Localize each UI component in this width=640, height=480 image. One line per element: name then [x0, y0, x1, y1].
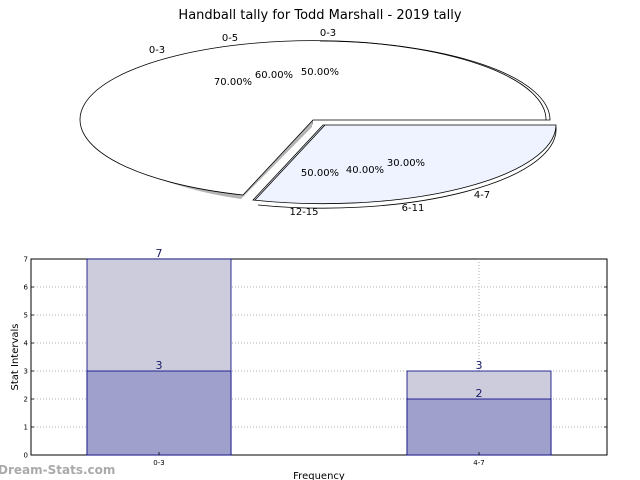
- pie-percent-label: 30.00%: [387, 158, 425, 169]
- bar-0-3-series-1: [86, 370, 232, 456]
- y-axis-label: Stat Intervals: [10, 323, 21, 390]
- y-tick-label: 2: [24, 396, 28, 404]
- pie-percent-label: 50.00%: [301, 168, 339, 179]
- x-axis-label: Frequency: [293, 471, 345, 480]
- pie-percent-label: 70.00%: [214, 77, 252, 88]
- y-tick-label: 5: [24, 312, 28, 320]
- pie-outer-label: 0-5: [222, 33, 238, 44]
- pie-percent-label: 40.00%: [346, 165, 384, 176]
- bar-marks: 7 3 3 2: [86, 247, 552, 456]
- y-ticks: 0 1 2 3 4 5 6 7: [24, 256, 607, 460]
- pie-slice-0-3-rim: [319, 40, 551, 121]
- pie-outer-label: 0-3: [320, 28, 336, 39]
- bar-value-label: 3: [476, 359, 483, 372]
- x-ticks: 0-3 4-7: [153, 452, 485, 467]
- pie-outer-label: 12-15: [289, 207, 318, 218]
- chart-title: Handball tally for Todd Marshall - 2019 …: [178, 8, 461, 23]
- bar-chart: 7 3 3 2 0 1 2 3 4 5 6 7 0-3 4-7 Frequency Stat Inte…: [10, 247, 608, 480]
- pie-slice-4-7: [252, 124, 557, 205]
- y-tick-label: 6: [24, 284, 29, 292]
- pie-slice-4-7-rim: [257, 126, 557, 209]
- watermark: Dream-Stats.com: [0, 463, 115, 477]
- y-tick-label: 0: [24, 452, 28, 460]
- bar-value-label: 3: [156, 359, 163, 372]
- pie-outer-label: 4-7: [474, 190, 490, 201]
- pie-percent-label: 50.00%: [301, 67, 339, 78]
- bar-value-label: 2: [476, 387, 483, 400]
- y-tick-label: 3: [24, 368, 28, 376]
- pie-outer-label: 6-11: [402, 203, 425, 214]
- pie-chart: 0-3 0-5 0-3 70.00% 60.00% 50.00% 12-15 6…: [79, 28, 557, 218]
- x-tick-label: 4-7: [473, 459, 484, 467]
- y-tick-label: 4: [24, 340, 29, 348]
- x-tick-label: 0-3: [153, 459, 164, 467]
- bar-value-label: 7: [156, 247, 163, 260]
- bar-4-7-series-1: [406, 398, 552, 456]
- pie-slice-0-3: [79, 40, 547, 196]
- pie-slice-4-7-edge: [254, 124, 326, 201]
- pie-percent-label: 60.00%: [255, 70, 293, 81]
- y-tick-label: 7: [24, 256, 28, 264]
- y-tick-label: 1: [24, 424, 28, 432]
- pie-outer-label: 0-3: [149, 45, 165, 56]
